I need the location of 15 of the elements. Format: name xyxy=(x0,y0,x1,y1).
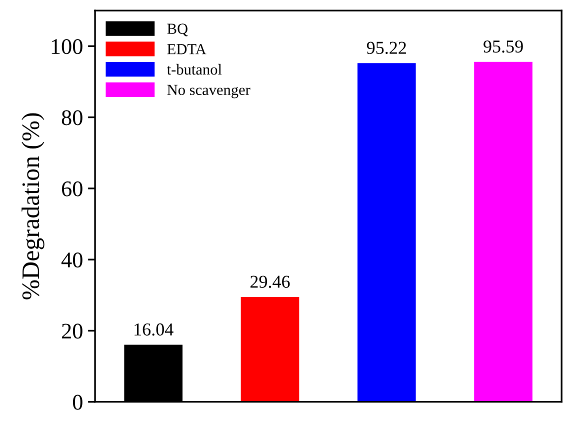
y-tick-label: 20 xyxy=(62,324,82,339)
y-tick-label: 60 xyxy=(62,181,82,196)
y-tick-label: 80 xyxy=(62,110,82,126)
data-label: 29.46 xyxy=(250,276,290,288)
legend-label: BQ xyxy=(167,24,188,36)
data-label: 16.04 xyxy=(134,323,174,336)
data-label: 95.22 xyxy=(366,42,406,54)
legend-label: EDTA xyxy=(167,44,206,54)
legend-label: No scavenger xyxy=(167,84,250,98)
y-tick-label: 40 xyxy=(61,252,82,268)
y-axis-title: %Degradation (%) xyxy=(22,113,44,300)
legend-label: t-butanol xyxy=(166,64,222,75)
y-tick-label: 100 xyxy=(52,39,82,54)
y-tick-label: 0 xyxy=(72,394,82,410)
data-label: 95.59 xyxy=(484,40,523,53)
